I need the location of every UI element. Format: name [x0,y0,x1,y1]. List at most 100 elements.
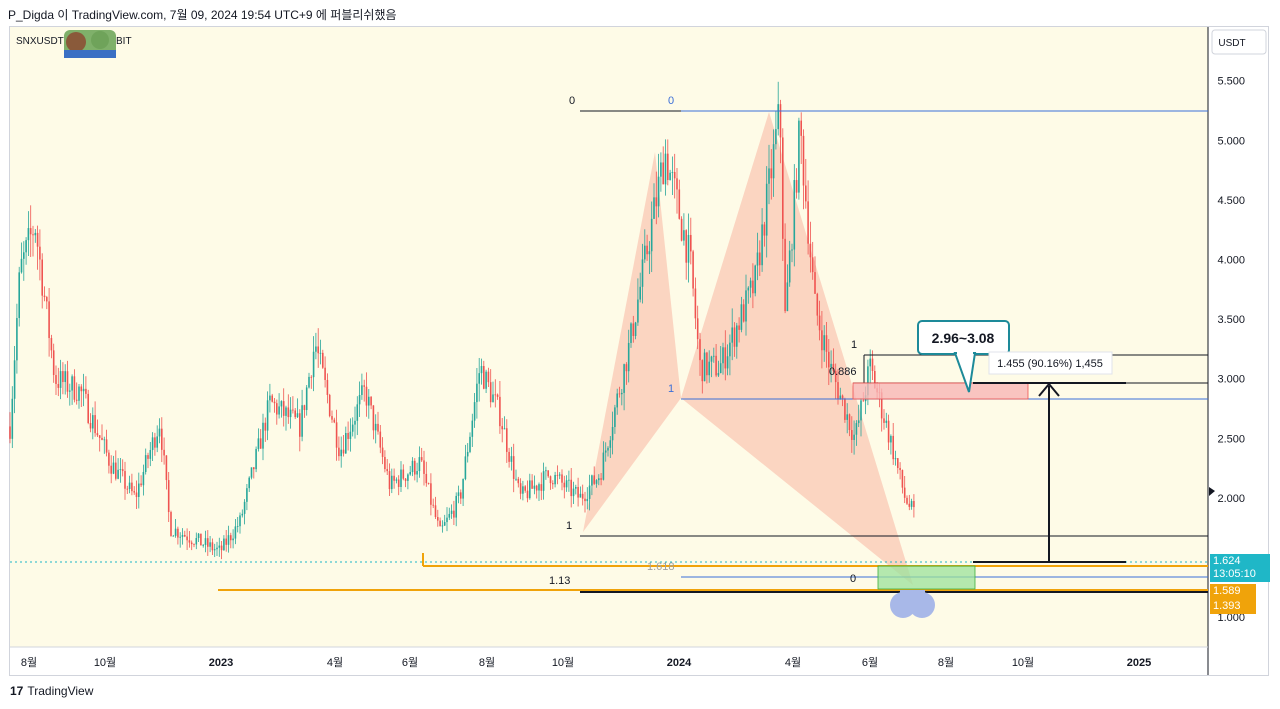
candle-body [565,480,568,488]
candle-body [347,433,349,439]
candle-body [255,448,257,470]
candle-body [669,172,671,180]
candle-body [469,436,471,452]
candle-body [848,414,851,430]
candle-body [531,480,533,489]
candle-body [627,342,630,372]
candle-body [598,478,600,481]
candle-body [59,371,62,388]
candle-body [310,376,313,378]
time-tick-label: 2024 [667,657,692,669]
candle-body [340,449,342,457]
candle-body [648,251,651,255]
candle-body [420,457,423,461]
candle-body [121,469,124,472]
candle-body [692,251,694,289]
candle-body [892,435,894,460]
candle-body [112,462,115,474]
candle-body [319,352,322,354]
candle-body [416,471,418,475]
candle-body [526,490,529,499]
footer-brand-label: TradingView [27,684,94,698]
candle-body [897,458,899,468]
candle-body [301,405,303,437]
candle-body [809,243,812,258]
candle-body [108,452,110,466]
candle-body [621,392,623,395]
price-tick-label: 5.000 [1217,135,1245,147]
fib-label-top-0: 0 [569,95,575,107]
candle-body [324,367,326,380]
candle-body [492,394,494,403]
candle-body [510,456,513,462]
candle-body [471,420,474,437]
candle-body [506,428,508,452]
currency-button-bg[interactable] [1211,29,1267,55]
candle-body [706,352,708,376]
candle-body [756,252,759,266]
price-axis[interactable]: 5.500 5.000 4.500 4.000 3.500 3.000 2.500 2.000… [1217,76,1245,625]
candle-body [508,451,510,462]
candle-body [708,361,710,376]
candle-body [119,469,122,470]
time-tick-label: 10월 [552,656,574,669]
candle-body [342,449,345,454]
candle-body [846,414,848,420]
candle-body [285,407,287,416]
candle-body [388,471,391,490]
candle-body [894,458,897,460]
candle-body [671,172,674,173]
candle-body [777,104,779,130]
candle-body [793,180,796,250]
candle-body [105,439,108,453]
candle-body [680,218,683,241]
candle-body [480,366,483,374]
candle-body [278,406,280,415]
price-tick-label: 4.500 [1217,195,1245,207]
candle-body [356,404,359,421]
candle-body [816,293,819,316]
candle-body [193,544,195,545]
candle-body [167,480,170,513]
candle-body [305,387,308,411]
candle-body [335,422,338,448]
candle-body [135,492,138,497]
candle-body [289,409,292,418]
candle-body [117,469,119,479]
candle-body [653,197,655,219]
candle-body [724,347,727,369]
candle-body [602,452,605,480]
candle-body [717,372,720,376]
price-tick-label: 2.500 [1217,433,1245,445]
time-axis[interactable]: 8월 10월 2023 4월 6월 8월 10월 2024 4월 6월 8월 10월 2025 [21,656,1151,669]
candle-body [374,423,377,431]
candle-body [110,465,112,474]
measure-label-box [988,351,1113,375]
candle-body [338,447,340,457]
candle-body [89,422,92,429]
currency-button[interactable]: USDT [1218,38,1245,49]
candle-body [540,484,543,491]
candle-body [126,488,129,490]
candle-body [476,383,478,403]
candle-body [906,497,908,504]
candle-body [165,455,168,481]
candle-body [890,435,892,443]
candle-body [542,471,545,491]
candle-body [179,536,181,538]
candle-body [588,485,591,499]
candle-body [78,386,80,401]
candle-body [499,396,501,427]
candle-body [149,450,152,459]
candle-body [115,462,117,479]
candle-body [549,476,552,484]
candle-body [204,538,207,545]
candle-body [377,423,379,432]
candle-body [742,304,745,322]
candle-body [66,371,69,392]
candle-body [9,426,11,439]
symbol-label[interactable]: SNXUSDT [16,36,64,47]
candle-body [441,525,444,527]
candle-body [464,456,467,480]
